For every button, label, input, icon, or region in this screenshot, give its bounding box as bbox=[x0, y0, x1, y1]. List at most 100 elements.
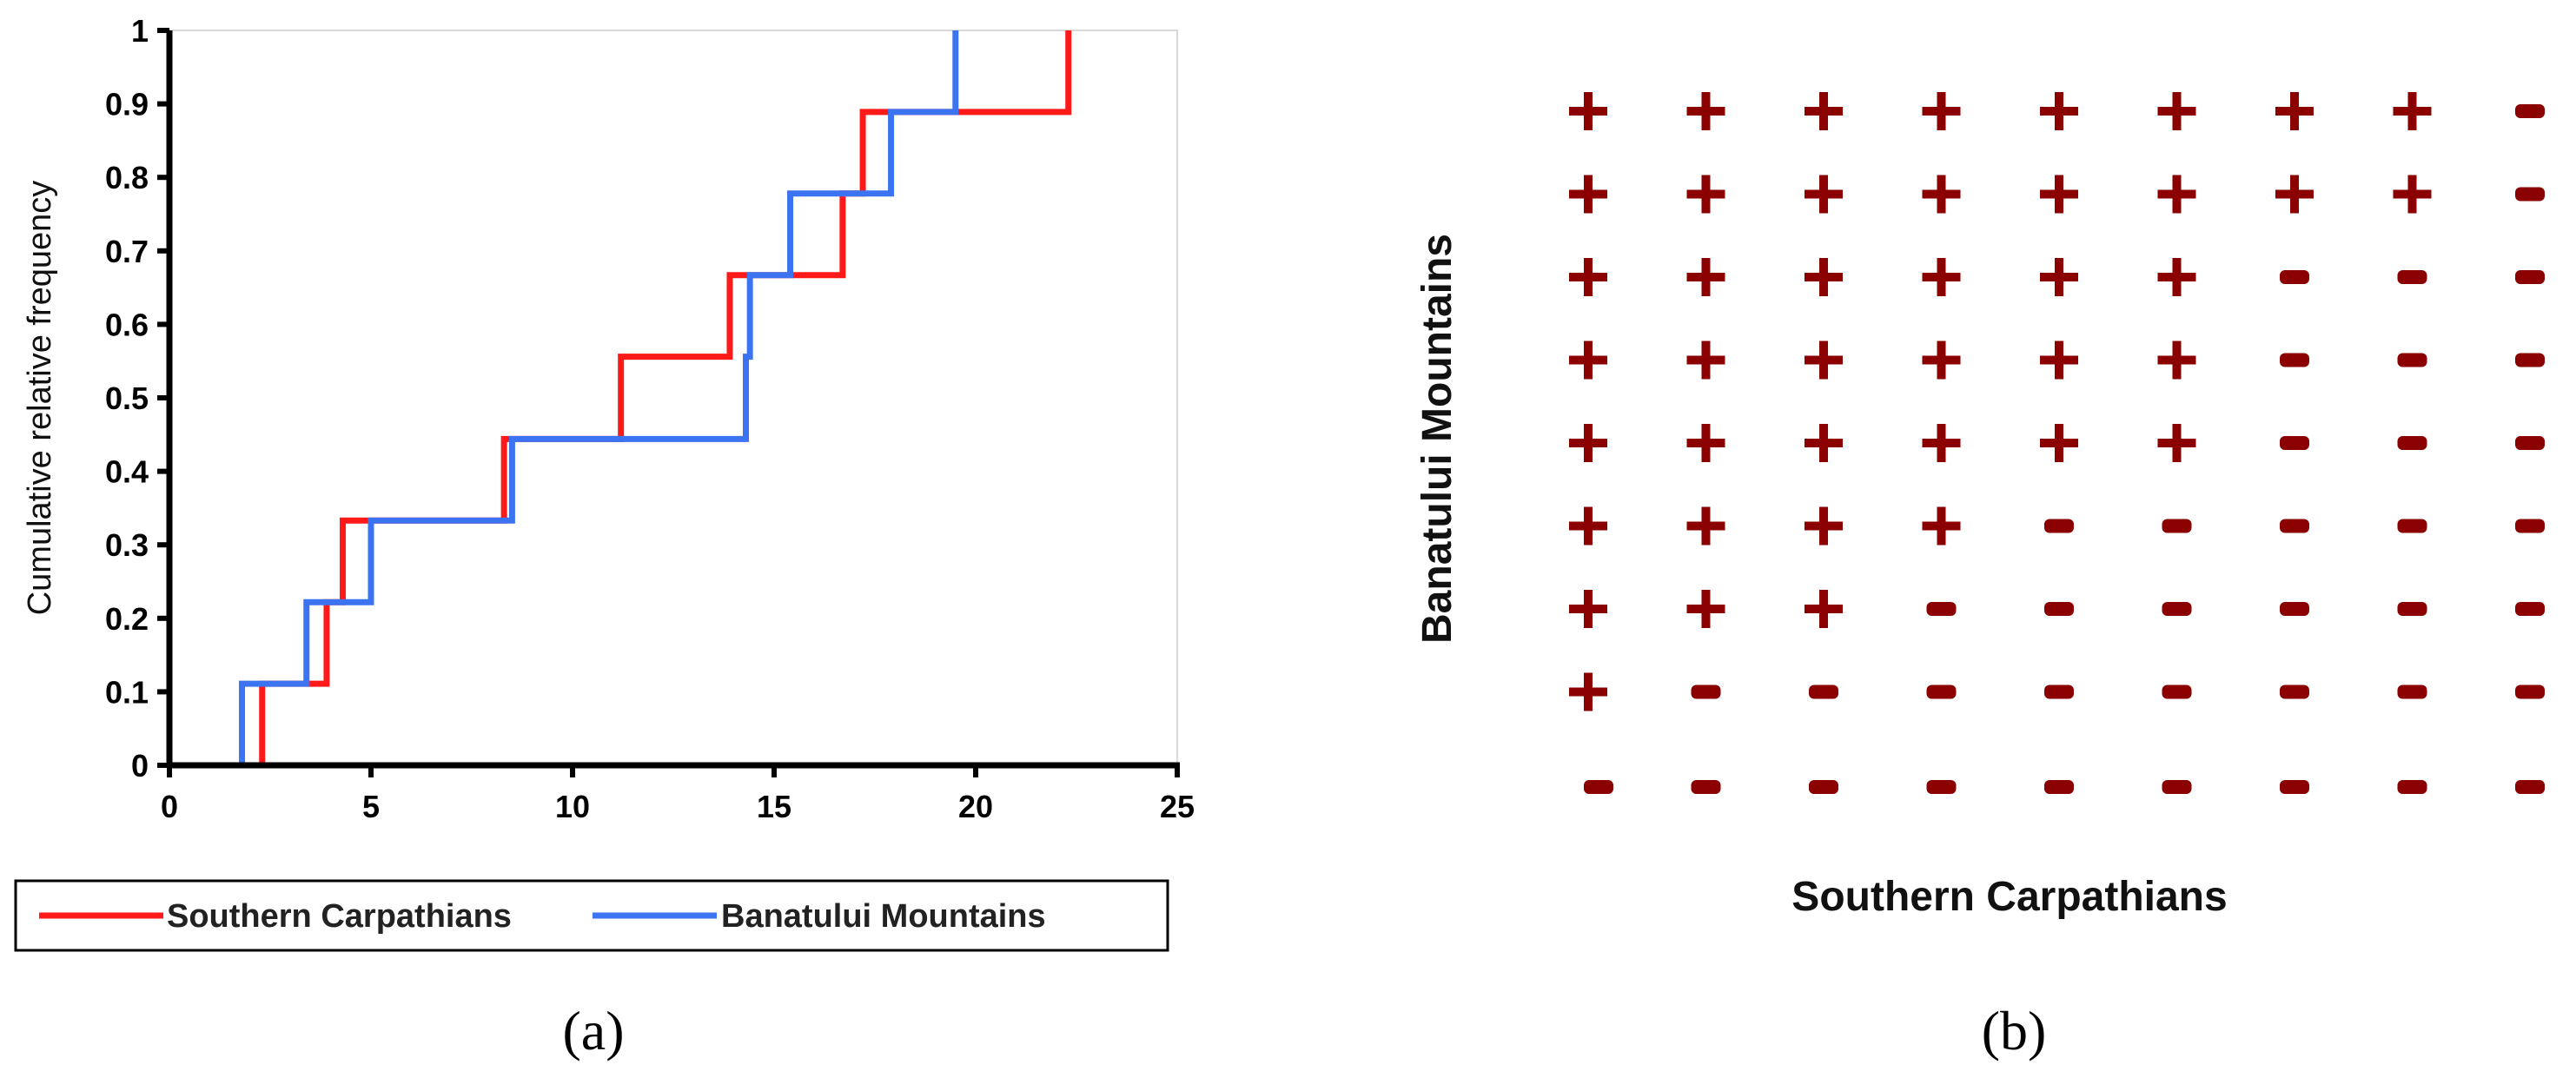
minus-mark bbox=[1691, 780, 1721, 794]
plus-mark bbox=[1922, 175, 1961, 214]
minus-mark bbox=[2280, 780, 2309, 794]
plus-mark bbox=[2275, 92, 2314, 130]
y-tick-label: 0.8 bbox=[105, 160, 149, 195]
plus-mark bbox=[2040, 258, 2078, 296]
plus-mark bbox=[2040, 341, 2078, 380]
plus-mark bbox=[1686, 341, 1725, 380]
plus-mark bbox=[2040, 175, 2078, 214]
minus-mark bbox=[2397, 780, 2427, 794]
plus-mark bbox=[2040, 92, 2078, 130]
grid-y-title: Banatului Mountains bbox=[1414, 234, 1460, 644]
series-line-southern-carpathians bbox=[259, 30, 1072, 765]
minus-mark bbox=[2515, 519, 2545, 533]
minus-mark bbox=[2515, 353, 2545, 367]
plus-mark bbox=[2157, 424, 2196, 462]
panel-a-cdf-chart: 0 0.1 0.2 0.3 0.4 0.5 0.6 0.7 0.8 0.9 1 0 5 10 15 20 25… bbox=[14, 13, 1195, 1061]
plus-mark bbox=[1686, 92, 1725, 130]
plus-mark bbox=[1922, 341, 1961, 380]
legend-label-banatului-mountains: Banatului Mountains bbox=[721, 898, 1046, 935]
y-tick-label: 0.7 bbox=[105, 234, 149, 269]
y-axis-title: Cumulative relative frequency bbox=[22, 181, 58, 616]
y-tick-label: 0.1 bbox=[105, 674, 149, 710]
y-axis-ticks: 0 0.1 0.2 0.3 0.4 0.5 0.6 0.7 0.8 0.9 1 bbox=[105, 13, 169, 784]
minus-mark bbox=[2162, 780, 2192, 794]
plus-mark bbox=[1805, 258, 1843, 296]
plus-mark bbox=[2275, 175, 2314, 214]
plus-mark bbox=[1569, 506, 1607, 546]
minus-mark bbox=[2044, 780, 2074, 794]
minus-mark bbox=[2397, 353, 2427, 367]
plus-mark bbox=[1686, 590, 1725, 628]
minus-mark bbox=[2397, 602, 2427, 616]
y-tick-label: 0.3 bbox=[105, 527, 149, 563]
minus-mark bbox=[2162, 602, 2192, 616]
legend-label-southern-carpathians: Southern Carpathians bbox=[167, 898, 512, 935]
plus-mark bbox=[1569, 258, 1607, 296]
plus-mark bbox=[1805, 341, 1843, 380]
minus-mark bbox=[2044, 519, 2074, 533]
series-line-banatului-mountains bbox=[239, 30, 959, 765]
minus-mark bbox=[2515, 436, 2545, 450]
x-axis-ticks: 0 5 10 15 20 25 bbox=[161, 765, 1195, 824]
minus-mark bbox=[2280, 684, 2309, 699]
plus-mark bbox=[1922, 506, 1961, 546]
plus-mark bbox=[1805, 424, 1843, 462]
minus-mark bbox=[2515, 270, 2545, 284]
plus-mark bbox=[2040, 424, 2078, 462]
y-tick-label: 0 bbox=[131, 748, 149, 784]
minus-mark bbox=[2162, 519, 2192, 533]
minus-mark bbox=[2397, 436, 2427, 450]
plus-mark bbox=[1569, 424, 1607, 462]
plus-mark bbox=[1805, 92, 1843, 130]
x-tick-label: 15 bbox=[757, 789, 791, 824]
minus-mark bbox=[2515, 684, 2545, 699]
plus-mark bbox=[2157, 175, 2196, 214]
plot-area bbox=[169, 30, 1178, 766]
plus-mark bbox=[1686, 258, 1725, 296]
plus-mark bbox=[1805, 506, 1843, 546]
grid-x-title: Southern Carpathians bbox=[1791, 874, 2227, 920]
plus-mark bbox=[1805, 590, 1843, 628]
minus-mark bbox=[1926, 602, 1957, 616]
minus-mark bbox=[1926, 684, 1957, 699]
minus-mark bbox=[2280, 436, 2309, 450]
y-tick-label: 1 bbox=[131, 13, 149, 49]
x-tick-label: 5 bbox=[362, 789, 380, 824]
y-tick-label: 0.4 bbox=[105, 454, 149, 490]
minus-mark bbox=[2280, 602, 2309, 616]
plus-mark bbox=[1922, 92, 1961, 130]
plus-mark bbox=[2393, 175, 2432, 214]
y-tick-label: 0.9 bbox=[105, 87, 149, 122]
minus-mark bbox=[2044, 684, 2074, 699]
plus-mark bbox=[1569, 590, 1607, 628]
minus-mark bbox=[1691, 684, 1721, 699]
minus-mark bbox=[2280, 353, 2309, 367]
series-lines bbox=[239, 30, 1072, 765]
panel-b-sign-grid: Southern Carpathians Banatului Mountains… bbox=[1414, 92, 2545, 1061]
plus-mark bbox=[1569, 341, 1607, 380]
plus-mark bbox=[2157, 92, 2196, 130]
y-tick-label: 0.6 bbox=[105, 307, 149, 342]
minus-mark bbox=[2515, 187, 2545, 202]
x-tick-label: 25 bbox=[1160, 789, 1195, 824]
minus-mark bbox=[1584, 780, 1613, 794]
x-tick-label: 0 bbox=[161, 789, 178, 824]
y-tick-label: 0.2 bbox=[105, 601, 149, 637]
plus-mark bbox=[1686, 506, 1725, 546]
plus-mark bbox=[1922, 424, 1961, 462]
plus-mark bbox=[1569, 175, 1607, 214]
minus-mark bbox=[2397, 270, 2427, 284]
x-tick-label: 10 bbox=[555, 789, 590, 824]
plus-mark bbox=[2393, 92, 2432, 130]
minus-mark bbox=[2515, 602, 2545, 616]
minus-mark bbox=[1809, 684, 1838, 699]
minus-mark bbox=[1809, 780, 1838, 794]
x-tick-label: 20 bbox=[958, 789, 993, 824]
minus-mark bbox=[2280, 270, 2309, 284]
minus-mark bbox=[2280, 519, 2309, 533]
plus-mark bbox=[1686, 175, 1725, 214]
minus-mark bbox=[2515, 780, 2545, 794]
minus-mark bbox=[2162, 684, 2192, 699]
legend-box bbox=[14, 879, 1169, 952]
